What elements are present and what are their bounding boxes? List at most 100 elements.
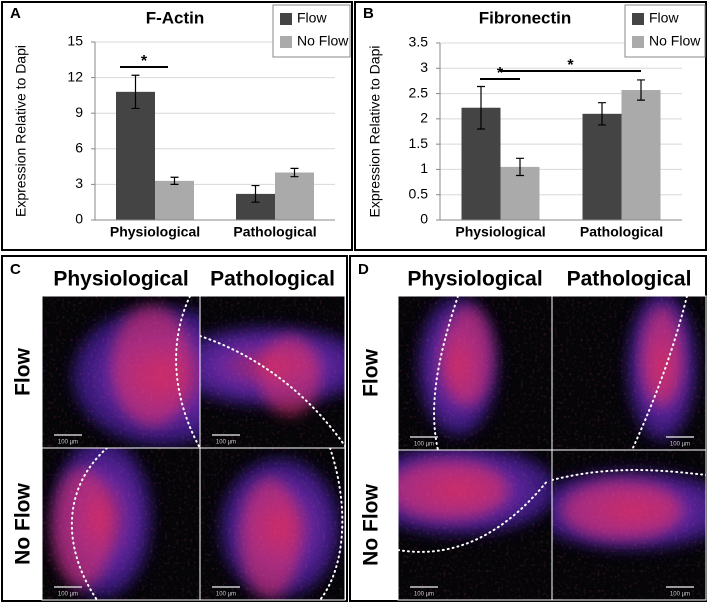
bar <box>275 172 314 220</box>
bar <box>155 180 194 220</box>
x-tick-label: Pathological <box>580 224 663 240</box>
error-bar <box>637 79 645 101</box>
micrograph: 100 µm <box>41 447 201 601</box>
y-tick-label: 3.5 <box>409 34 429 50</box>
tissue-outline <box>398 479 549 553</box>
x-tick-label: Pathological <box>233 224 316 240</box>
scale-label: 100 µm <box>414 442 434 448</box>
column-label: Physiological <box>53 268 188 291</box>
tissue-outline <box>175 296 200 448</box>
panel-border <box>1 255 348 602</box>
scale-label: 100 µm <box>216 440 236 446</box>
x-tick-label: Physiological <box>110 224 200 240</box>
speckle <box>42 296 200 448</box>
legend-swatch <box>280 36 292 48</box>
y-axis-label: Expression Relative to Dapi <box>13 45 29 217</box>
panel-label: C <box>10 261 21 278</box>
y-tick-label: 9 <box>75 104 83 120</box>
y-tick-label: 2 <box>420 110 428 126</box>
y-tick-label: 12 <box>67 68 83 84</box>
panel-label: A <box>10 5 21 22</box>
scale-label: 100 µm <box>58 592 78 598</box>
column-label: Pathological <box>210 268 335 291</box>
error-bar <box>170 176 179 185</box>
legend-swatch <box>280 13 292 25</box>
y-tick-label: 0 <box>420 211 428 227</box>
y-axis-label: Expression Relative to Dapi <box>367 46 383 218</box>
micrograph: 100 µm <box>41 295 201 449</box>
speckle <box>42 448 200 600</box>
y-tick-label: 0.5 <box>409 185 429 201</box>
y-tick-label: 1 <box>420 160 428 176</box>
legend-swatch <box>632 36 644 48</box>
y-tick-label: 3 <box>420 59 428 75</box>
micrograph-content: 100 µm <box>398 450 552 600</box>
speckle <box>398 450 552 600</box>
bar <box>582 113 622 220</box>
y-tick-label: 3 <box>75 175 83 191</box>
tissue-outline <box>71 448 108 600</box>
scale-label: 100 µm <box>670 442 690 448</box>
column-label: Physiological <box>407 268 542 291</box>
legend-label: Flow <box>649 10 679 26</box>
panel-border <box>354 1 707 251</box>
legend-swatch <box>632 13 644 25</box>
tissue-outline <box>433 296 459 450</box>
legend-label: No Flow <box>649 33 701 49</box>
y-tick-label: 0 <box>75 211 83 227</box>
row-label: No Flow <box>12 483 35 565</box>
frame <box>551 449 707 601</box>
bar <box>621 90 661 220</box>
y-tick-label: 1.5 <box>409 135 429 151</box>
micrograph: 100 µm <box>199 447 346 601</box>
tissue-outline <box>631 296 688 450</box>
row-label: Flow <box>12 347 35 395</box>
x-tick-label: Physiological <box>455 224 545 240</box>
legend-label: No Flow <box>297 33 349 49</box>
error-bar <box>477 85 485 130</box>
micrograph: 100 µm <box>551 295 707 451</box>
chart-title: F-Actin <box>146 8 205 27</box>
scale-label: 100 µm <box>216 592 236 598</box>
micrograph-content: 100 µm <box>200 448 345 600</box>
y-tick-label: 2.5 <box>409 84 429 100</box>
y-tick-label: 15 <box>67 33 83 49</box>
legend-label: Flow <box>297 10 327 26</box>
significance-star: * <box>141 53 148 70</box>
panel-label: B <box>363 5 374 22</box>
micrograph-content: 100 µm <box>42 296 200 448</box>
row-label: No Flow <box>360 484 383 566</box>
tissue-outline <box>319 448 344 600</box>
row-label: Flow <box>360 348 383 396</box>
frame <box>199 447 346 601</box>
significance-star: * <box>567 57 574 74</box>
micrograph-content: 100 µm <box>552 450 706 600</box>
micrograph: 100 µm <box>551 449 707 601</box>
micrograph-content: 100 µm <box>552 296 706 450</box>
error-bar <box>251 184 260 203</box>
micrograph-content: 100 µm <box>398 296 552 450</box>
panel-border <box>1 1 353 251</box>
column-label: Pathological <box>567 268 692 291</box>
error-bar <box>131 74 140 110</box>
error-bar <box>516 157 524 177</box>
micrograph: 100 µm <box>397 295 553 451</box>
error-bar <box>290 167 299 178</box>
speckle <box>552 296 706 450</box>
significance-star: * <box>497 65 504 82</box>
speckle <box>398 296 552 450</box>
micrograph-content: 100 µm <box>200 296 345 448</box>
chart-title: Fibronectin <box>479 8 572 27</box>
tissue-outline <box>552 469 706 481</box>
speckle <box>200 448 345 600</box>
scale-label: 100 µm <box>58 440 78 446</box>
micrograph: 100 µm <box>199 295 346 449</box>
bar <box>116 91 155 220</box>
panel-label: D <box>358 261 369 278</box>
y-tick-label: 6 <box>75 140 83 156</box>
error-bar <box>598 102 606 126</box>
scale-label: 100 µm <box>670 592 690 598</box>
micrograph: 100 µm <box>397 449 553 601</box>
scale-label: 100 µm <box>414 592 434 598</box>
